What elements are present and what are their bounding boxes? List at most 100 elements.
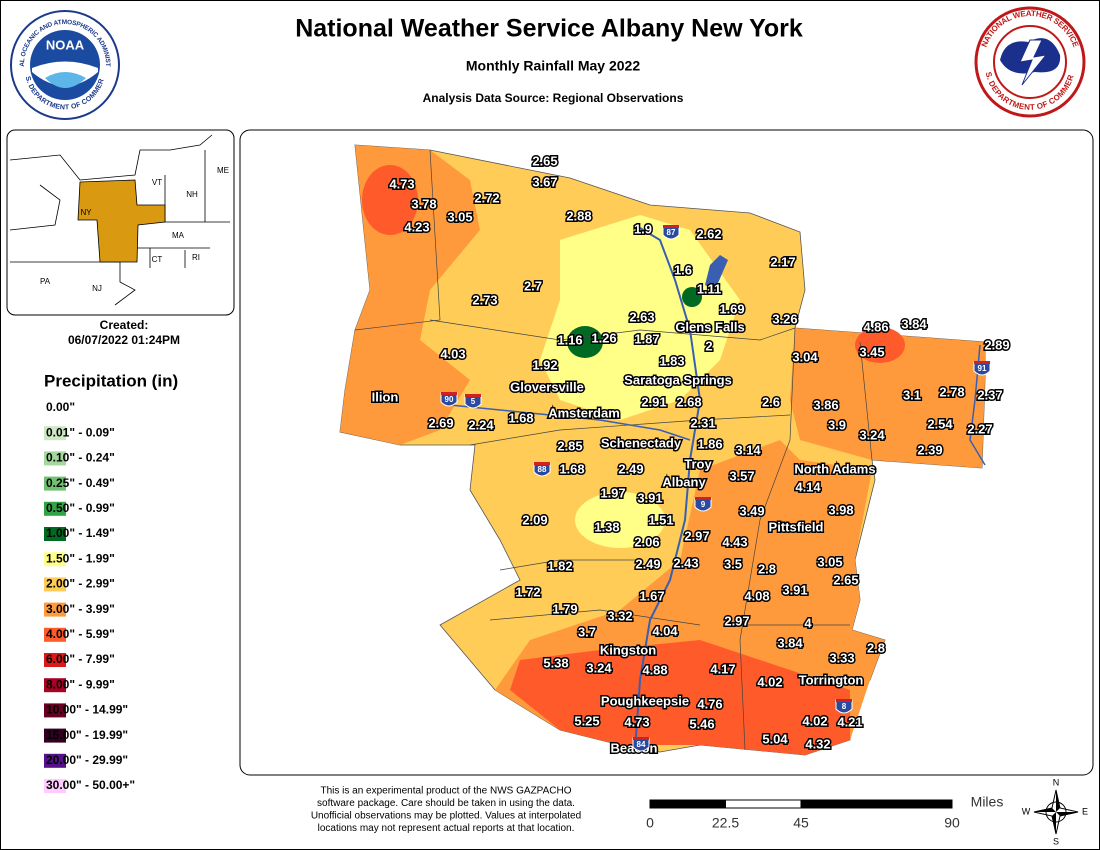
observation-value: 2.69 <box>428 415 453 430</box>
legend-swatch <box>44 627 66 642</box>
legend-label: 0.25" - 0.49" <box>46 476 115 490</box>
observation-value: 2.8 <box>758 561 776 576</box>
compass-label: N <box>1053 777 1060 787</box>
observation-value: 3.32 <box>607 608 632 623</box>
observation-value: 2.73 <box>472 292 497 307</box>
highway-number: 8 <box>842 702 847 711</box>
county-border <box>354 149 441 331</box>
legend-label: 0.10" - 0.24" <box>46 451 115 465</box>
highway-shield-top <box>441 392 457 395</box>
observation-value: 1.68 <box>559 461 584 476</box>
legend-swatch <box>44 401 66 415</box>
observation-value: 4.88 <box>642 662 667 677</box>
observation-value: 4.73 <box>389 176 414 191</box>
observation-value: 3.05 <box>447 209 472 224</box>
observation-value: 1.38 <box>594 519 619 534</box>
compass-label: W <box>1022 806 1031 816</box>
state-label: NH <box>186 190 198 199</box>
observation-value: 2.97 <box>724 613 749 628</box>
observation-value: 2.09 <box>522 512 547 527</box>
observation-value: 2.68 <box>676 394 701 409</box>
highway-number: 87 <box>667 228 676 237</box>
observation-value: 3.1 <box>903 387 921 402</box>
observation-value: 3.45 <box>859 344 884 359</box>
compass: N E S W <box>1022 777 1088 846</box>
scale-unit: Miles <box>971 794 1004 810</box>
precip-zone <box>682 287 702 307</box>
legend-title: Precipitation (in) <box>44 371 178 390</box>
legend-swatch <box>44 577 66 592</box>
observation-value: 4.21 <box>837 714 862 729</box>
observation-value: 1.79 <box>552 601 577 616</box>
county-border <box>499 559 640 571</box>
precip-zone <box>567 326 603 358</box>
city-label: Poughkeepsie <box>601 693 689 708</box>
highway-shield <box>632 737 650 752</box>
observation-value: 3.33 <box>829 650 854 665</box>
observation-value: 1.51 <box>648 512 673 527</box>
highway-shield-top <box>974 361 990 364</box>
legend-swatch <box>44 779 66 793</box>
city-label: Gloversville <box>510 379 584 394</box>
observation-value: 3.91 <box>782 582 807 597</box>
observation-value: 4.73 <box>624 714 649 729</box>
observation-value: 2.17 <box>770 254 795 269</box>
legend-swatch <box>44 753 66 768</box>
observation-value: 2.65 <box>532 153 557 168</box>
scale-tick-label: 0 <box>646 815 654 831</box>
highway-shield <box>973 361 991 376</box>
county-border <box>739 639 746 751</box>
title: National Weather Service Albany New York <box>295 15 803 43</box>
highway-number: 5 <box>471 397 476 406</box>
scale-tick-label: 45 <box>793 815 809 831</box>
county-border <box>739 327 796 641</box>
legend-swatch <box>44 426 66 441</box>
observation-value: 1.69 <box>719 301 744 316</box>
state-label: RI <box>192 253 200 262</box>
legend-swatch <box>44 476 66 491</box>
observation-value: 1.87 <box>634 331 659 346</box>
observation-value: 2.27 <box>967 421 992 436</box>
observation-value: 1.82 <box>547 558 572 573</box>
observation-value: 1.6 <box>674 262 692 277</box>
map-area <box>339 144 986 756</box>
inset-map <box>6 129 235 316</box>
county-border <box>489 609 701 626</box>
observation-value: 1.68 <box>508 410 533 425</box>
legend-swatch <box>44 602 66 617</box>
observation-value: 3.49 <box>739 503 764 518</box>
scale-tick-label: 22.5 <box>712 815 739 831</box>
scale-segment <box>800 799 953 809</box>
observation-value: 2.37 <box>977 387 1002 402</box>
observation-value: 1.86 <box>697 436 722 451</box>
legend-label: 15.00" - 19.99" <box>46 728 128 742</box>
legend-label: 1.00" - 1.49" <box>46 526 115 540</box>
observation-value: 1.16 <box>557 332 582 347</box>
legend-swatch <box>44 703 66 718</box>
observation-value: 2.85 <box>557 438 582 453</box>
state-label: MA <box>172 231 185 240</box>
observation-value: 2.6 <box>762 394 780 409</box>
observation-value: 1.92 <box>532 357 557 372</box>
observation-value: 2.97 <box>684 528 709 543</box>
river <box>634 227 702 751</box>
observation-value: 2.7 <box>524 278 542 293</box>
city-label: Saratoga Springs <box>624 372 732 387</box>
legend-label: 30.00" - 50.00+" <box>46 778 135 792</box>
city-label: Pittsfield <box>769 519 824 534</box>
observation-value: 3.24 <box>859 427 885 442</box>
legend-label: 2.00" - 2.99" <box>46 577 115 591</box>
observation-value: 3.14 <box>735 442 761 457</box>
legend-label: 20.00" - 29.99" <box>46 753 128 767</box>
observation-value: 3.26 <box>772 311 797 326</box>
legend-swatch <box>44 728 66 743</box>
legend-swatch <box>44 653 66 667</box>
disclaimer-line: locations may not represent actual repor… <box>318 823 575 834</box>
observation-value: 3.98 <box>828 502 853 517</box>
precip-zone <box>575 492 665 548</box>
state-label: PA <box>40 277 51 286</box>
observation-value: 4.02 <box>802 713 827 728</box>
compass-label: E <box>1082 806 1088 816</box>
legend-label: 0.50" - 0.99" <box>46 501 115 515</box>
